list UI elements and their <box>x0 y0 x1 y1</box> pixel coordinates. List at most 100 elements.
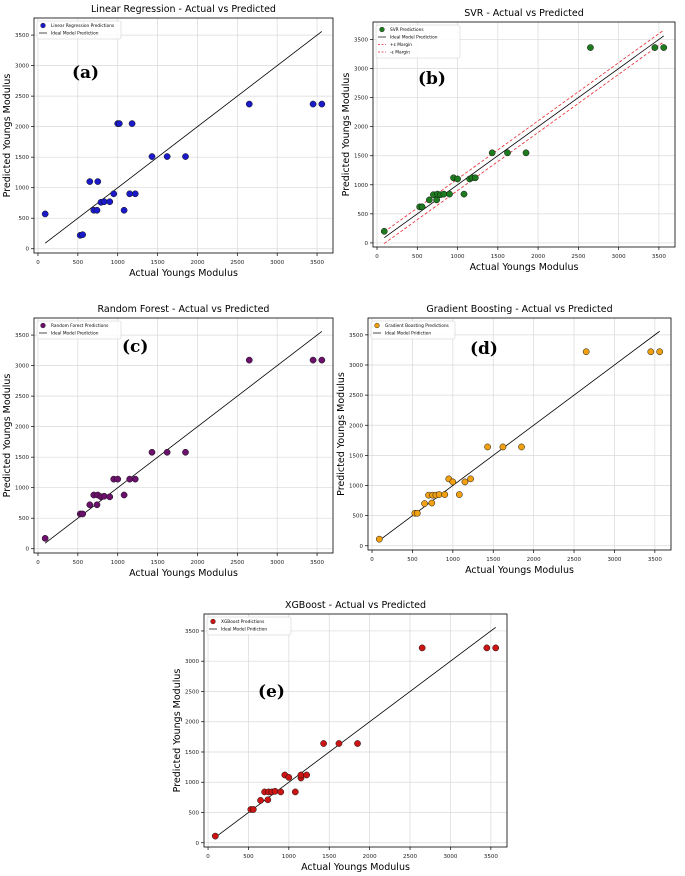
data-point <box>418 644 426 652</box>
y-tick-label: 2500 <box>354 96 368 102</box>
panel-letter: (b) <box>418 69 446 89</box>
y-tick-label: 3500 <box>185 629 199 635</box>
x-axis-label: Actual Youngs Modulus <box>129 268 238 279</box>
data-point <box>291 788 299 796</box>
plot-frame <box>33 17 334 254</box>
data-point <box>100 198 108 206</box>
data-point <box>148 153 156 160</box>
x-tick-label: 1500 <box>322 854 336 860</box>
x-tick-label: 500 <box>73 560 84 566</box>
data-point <box>120 491 128 499</box>
data-point <box>271 787 279 795</box>
y-tick-label: 2500 <box>185 689 199 695</box>
x-tick-label: 3500 <box>652 254 666 260</box>
data-point <box>277 788 285 796</box>
x-tick-label: 3500 <box>310 560 324 566</box>
panel-letter: (a) <box>72 63 99 83</box>
data-point <box>128 120 136 127</box>
x-tick-label: 3000 <box>270 260 284 266</box>
x-tick-label: 1500 <box>486 557 500 563</box>
data-point <box>455 491 463 498</box>
y-tick-label: 3500 <box>349 333 363 339</box>
legend-box <box>36 20 122 40</box>
data-point <box>94 178 102 185</box>
margin-line <box>384 29 664 233</box>
y-tick-label: 1500 <box>185 750 199 756</box>
x-tick-label: 500 <box>243 854 254 860</box>
y-tick-label: 3000 <box>349 363 363 369</box>
data-point <box>375 535 383 543</box>
y-tick-label: 1500 <box>354 154 368 160</box>
x-tick-label: 3000 <box>612 254 626 260</box>
ideal-line <box>215 626 496 838</box>
data-point <box>126 190 134 198</box>
data-point <box>449 478 457 486</box>
chart-xgb: 0 500 1000 1500 2000 2500 3000 3500 0 500 1000 1500… <box>172 600 508 873</box>
y-axis-label: Predicted Youngs Modulus <box>2 374 13 498</box>
chart-svr: 0 500 1000 1500 2000 2500 3000 3500 0 500 1000 1500… <box>341 8 676 273</box>
x-tick-label: 0 <box>206 854 210 860</box>
y-tick-label: 2000 <box>185 720 199 726</box>
x-tick-label: 0 <box>370 557 374 563</box>
legend-box <box>36 320 122 340</box>
panel-letter: (c) <box>122 337 148 357</box>
x-tick-label: 3000 <box>607 557 621 563</box>
x-axis-label: Actual Youngs Modulus <box>301 862 410 872</box>
data-point <box>484 443 491 451</box>
x-tick-label: 3500 <box>484 854 498 860</box>
y-tick-label: 3500 <box>354 37 368 43</box>
y-tick-label: 1500 <box>15 155 29 161</box>
y-tick-label: 0 <box>26 547 30 553</box>
x-tick-label: 3500 <box>648 557 662 563</box>
x-tick-label: 1000 <box>446 557 460 563</box>
ideal-line <box>379 330 660 541</box>
y-tick-label: 3500 <box>15 333 29 339</box>
x-axis-label: Actual Youngs Modulus <box>465 565 574 576</box>
x-tick-label: 2500 <box>230 260 244 266</box>
chart-rf: 0 500 1000 1500 2000 2500 3000 3500 0 500 1000 1500… <box>2 304 334 579</box>
legend-label: Ideal Model Prediction <box>51 331 99 337</box>
x-tick-label: 2000 <box>190 560 204 566</box>
y-tick-label: 1500 <box>349 453 363 459</box>
data-point <box>651 44 659 51</box>
panel-letter: (e) <box>258 682 285 702</box>
plot-frame <box>372 21 676 248</box>
y-tick-label: 1000 <box>15 486 29 492</box>
data-point <box>471 174 479 182</box>
data-point <box>426 196 433 204</box>
data-point <box>647 348 655 356</box>
data-point <box>110 190 118 198</box>
y-tick-label: 3000 <box>185 659 199 665</box>
y-tick-label: 3000 <box>354 67 368 73</box>
data-point <box>488 149 496 157</box>
x-tick-label: 2500 <box>403 854 417 860</box>
legend-marker <box>210 618 216 625</box>
legend-marker <box>379 26 385 33</box>
x-tick-label: 1500 <box>151 260 165 266</box>
chart-gb: 0 500 1000 1500 2000 2500 3000 3500 0 500 1000 1500… <box>336 304 672 576</box>
data-point <box>100 492 108 500</box>
chart-title: SVR - Actual vs Predicted <box>464 8 584 19</box>
x-tick-label: 0 <box>36 560 40 566</box>
legend-box <box>370 320 456 340</box>
chart-title: Gradient Boosting - Actual vs Predicted <box>426 304 612 315</box>
margin-line <box>384 41 664 244</box>
data-point <box>93 501 101 509</box>
y-tick-label: 1000 <box>185 780 199 786</box>
x-axis-label: Actual Youngs Modulus <box>470 262 579 273</box>
data-point <box>518 443 525 451</box>
x-tick-label: 500 <box>73 260 84 266</box>
y-tick-label: 1000 <box>349 484 363 490</box>
plot-area <box>41 31 326 244</box>
data-point <box>320 740 327 747</box>
y-tick-label: 2500 <box>15 394 29 400</box>
x-tick-label: 1000 <box>282 854 296 860</box>
x-tick-label: 1000 <box>111 260 125 266</box>
x-tick-label: 2500 <box>567 557 581 563</box>
legend-label: +ε Margin <box>390 42 412 48</box>
data-point <box>41 210 49 218</box>
data-point <box>257 797 264 804</box>
data-point <box>446 190 453 198</box>
data-point <box>182 448 189 456</box>
